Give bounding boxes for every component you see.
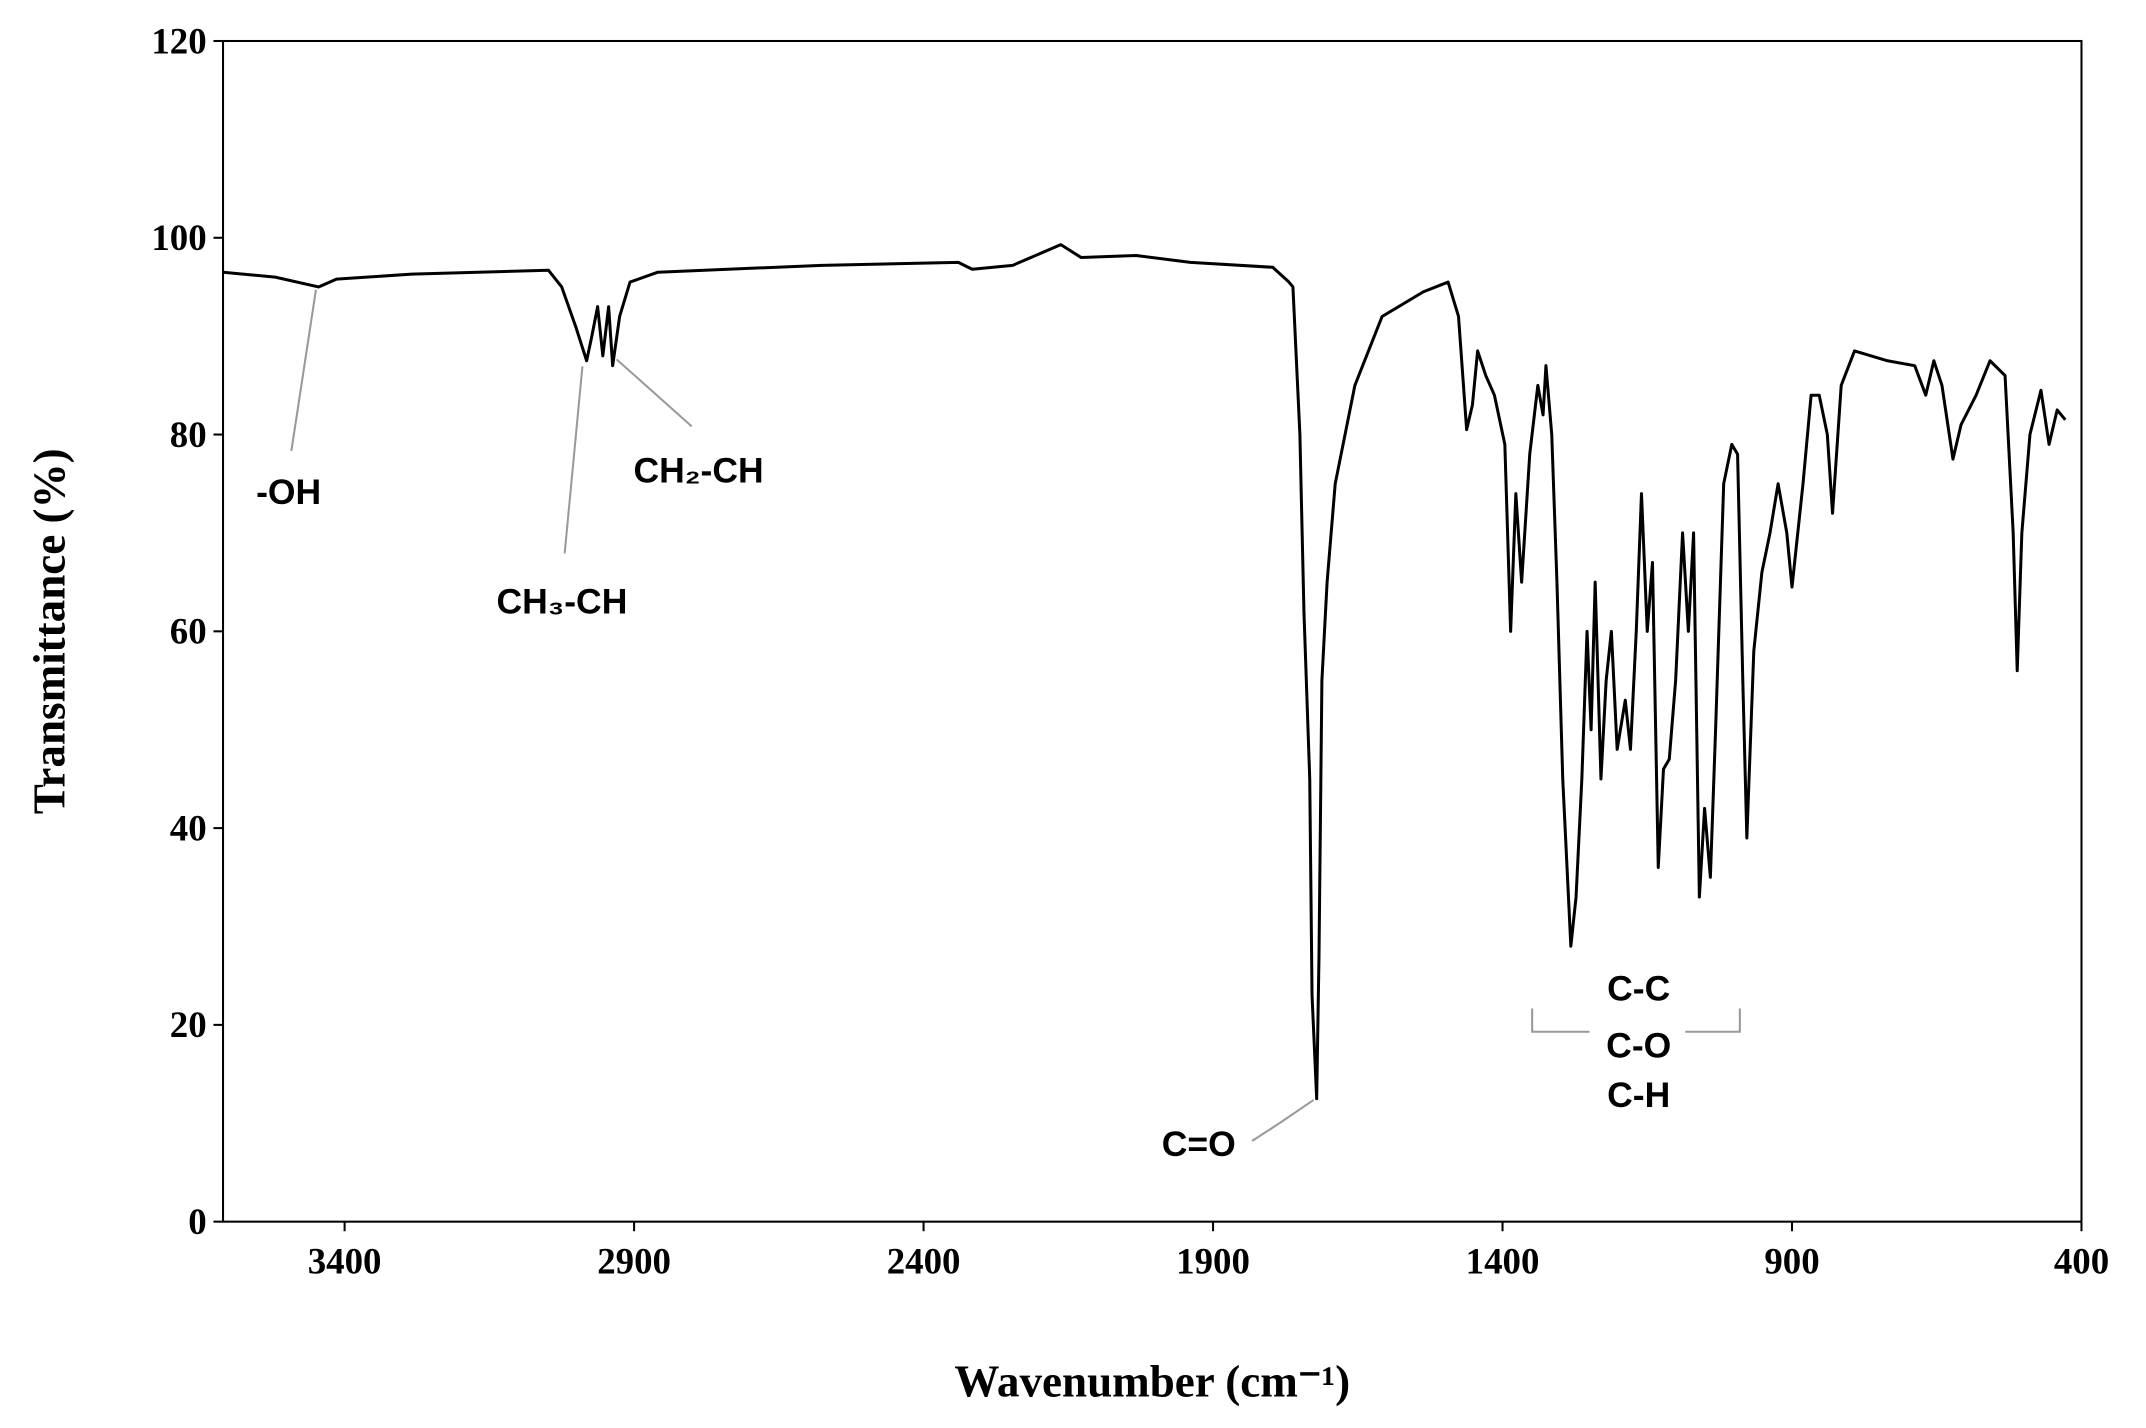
y-tick-label: 0 <box>188 1201 206 1242</box>
x-tick-label: 2900 <box>597 1241 671 1282</box>
annotation: C-O <box>1606 1026 1671 1066</box>
bracket <box>1531 1008 1590 1033</box>
x-tick-label: 3400 <box>308 1241 382 1282</box>
annotation: C=O <box>1162 1124 1236 1164</box>
x-axis-label: Wavenumber (cm⁻¹) <box>954 1357 1350 1407</box>
y-tick-label: 120 <box>151 20 206 61</box>
leader-line <box>563 366 584 554</box>
x-tick-label: 900 <box>1764 1241 1819 1282</box>
leader-line <box>1251 1099 1315 1142</box>
x-tick-label: 2400 <box>887 1241 961 1282</box>
x-tick-label: 400 <box>2054 1241 2109 1282</box>
annotation-leaders <box>290 289 1741 1142</box>
annotation: C-C <box>1607 968 1670 1008</box>
y-tick-label: 80 <box>170 414 207 455</box>
leader-line <box>615 358 693 428</box>
x-tick-label: 1400 <box>1466 1241 1540 1282</box>
y-tick-label: 60 <box>170 611 207 652</box>
spectrum-line <box>222 243 2067 1101</box>
annotation: CH₂-CH <box>633 450 763 490</box>
bracket <box>1685 1008 1741 1033</box>
y-tick-label: 100 <box>151 217 206 258</box>
annotation: -OH <box>256 472 321 512</box>
annotation: CH₃-CH <box>497 582 628 622</box>
y-tick-label: 40 <box>170 807 207 848</box>
plot-frame <box>222 39 2083 1223</box>
y-axis-label: Transmittance (%) <box>25 448 75 814</box>
leader-line <box>290 289 317 452</box>
x-tick-label: 1900 <box>1176 1241 1250 1282</box>
annotation: C-H <box>1607 1075 1670 1115</box>
y-tick-label: 20 <box>170 1004 207 1045</box>
